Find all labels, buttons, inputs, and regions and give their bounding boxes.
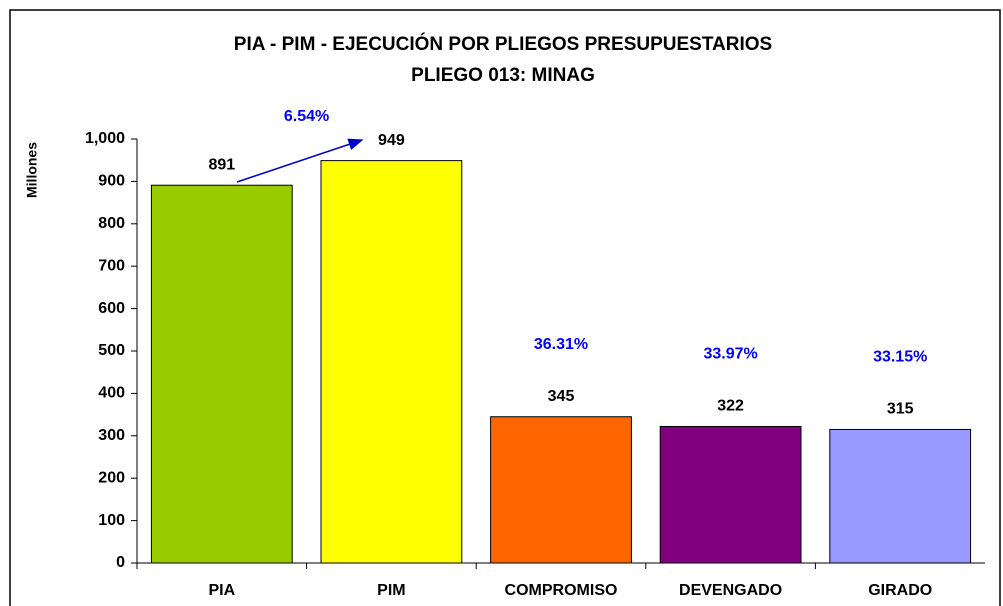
y-tick-label: 400: [98, 385, 125, 402]
x-tick-label: PIM: [377, 582, 405, 599]
value-label: 322: [717, 398, 744, 415]
y-tick-label: 100: [98, 512, 125, 529]
y-tick-label: 200: [98, 469, 125, 486]
value-label: 345: [548, 388, 575, 405]
value-label: 949: [378, 132, 405, 149]
y-tick-label: 900: [98, 173, 125, 190]
value-label: 315: [887, 401, 914, 418]
bar: [490, 416, 632, 564]
bar: [320, 160, 463, 564]
y-axis-label: Millones: [24, 142, 40, 198]
percent-annotation: 33.97%: [703, 346, 757, 363]
y-tick-label: 600: [98, 300, 125, 317]
bar: [659, 425, 802, 564]
bar: [829, 428, 972, 564]
growth-arrow: [236, 138, 364, 183]
y-tick-label: 700: [98, 257, 125, 274]
y-tick-label: 1,000: [85, 130, 125, 147]
chart-subtitle: PLIEGO 013: MINAG: [411, 65, 595, 86]
bar: [150, 184, 293, 564]
percent-annotation: 33.15%: [873, 349, 927, 366]
y-tick-label: 0: [116, 554, 125, 571]
y-tick-label: 800: [98, 215, 125, 232]
x-tick-label: COMPROMISO: [505, 582, 618, 599]
y-tick-label: 500: [98, 342, 125, 359]
y-tick-label: 300: [98, 427, 125, 444]
x-tick-label: DEVENGADO: [679, 582, 782, 599]
x-tick-label: GIRADO: [868, 582, 932, 599]
percent-annotation: 6.54%: [284, 108, 329, 125]
x-tick-label: PIA: [208, 582, 235, 599]
chart-title: PIA - PIM - EJECUCIÓN POR PLIEGOS PRESUP…: [234, 33, 772, 55]
percent-annotation: 36.31%: [534, 336, 588, 353]
value-label: 891: [208, 156, 235, 173]
